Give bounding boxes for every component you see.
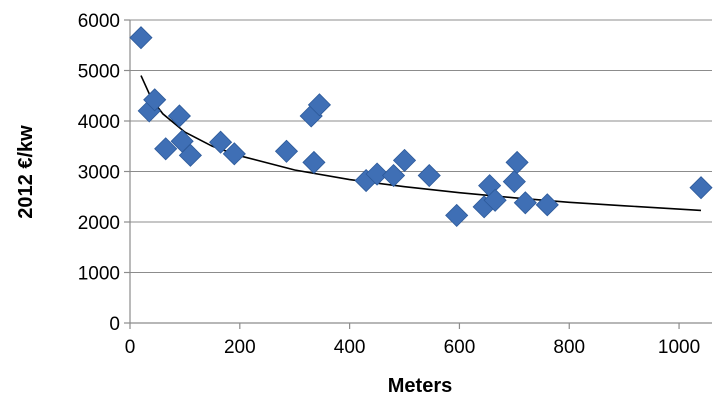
y-axis-title: 2012 €/kw (15, 125, 37, 219)
y-tick-label: 1000 (78, 264, 120, 285)
x-tick-label: 1000 (658, 337, 700, 358)
gridlines (130, 19, 712, 273)
y-tick-label: 4000 (78, 112, 120, 133)
data-point (209, 130, 233, 154)
data-point (167, 104, 191, 128)
data-point (274, 139, 299, 163)
y-tick-label: 5000 (78, 62, 120, 83)
x-tick-label: 400 (334, 337, 366, 358)
data-point (178, 143, 202, 167)
data-point (307, 93, 331, 117)
data-point (381, 163, 406, 188)
x-tick-label: 200 (224, 337, 256, 358)
data-point (505, 150, 529, 174)
data-point (689, 176, 713, 200)
data-point (222, 142, 246, 166)
data-point (365, 162, 389, 186)
data-point (129, 26, 153, 50)
tick-labels: 0 1000 2000 3000 4000 5000 6000 0 200 400 600 800 10… (78, 11, 700, 358)
data-point (445, 203, 469, 228)
x-tick-label: 600 (444, 337, 476, 358)
y-tick-label: 6000 (78, 11, 120, 32)
y-tick-label: 3000 (78, 163, 120, 184)
x-axis-title: Meters (388, 375, 452, 397)
data-points (129, 26, 713, 228)
y-tick-label: 2000 (78, 213, 120, 234)
data-point (143, 88, 167, 112)
data-point (502, 170, 526, 194)
data-point (302, 150, 326, 174)
data-point (513, 191, 537, 215)
data-point (535, 193, 559, 217)
y-tick-label: 0 (109, 314, 120, 335)
data-point (154, 137, 178, 161)
x-tick-label: 800 (553, 337, 585, 358)
x-tick-label: 0 (125, 337, 136, 358)
data-point (392, 148, 417, 172)
axes (124, 19, 712, 329)
data-point (483, 188, 507, 212)
trendline-layer (140, 75, 702, 212)
trendline (140, 75, 702, 212)
data-point (417, 163, 441, 188)
